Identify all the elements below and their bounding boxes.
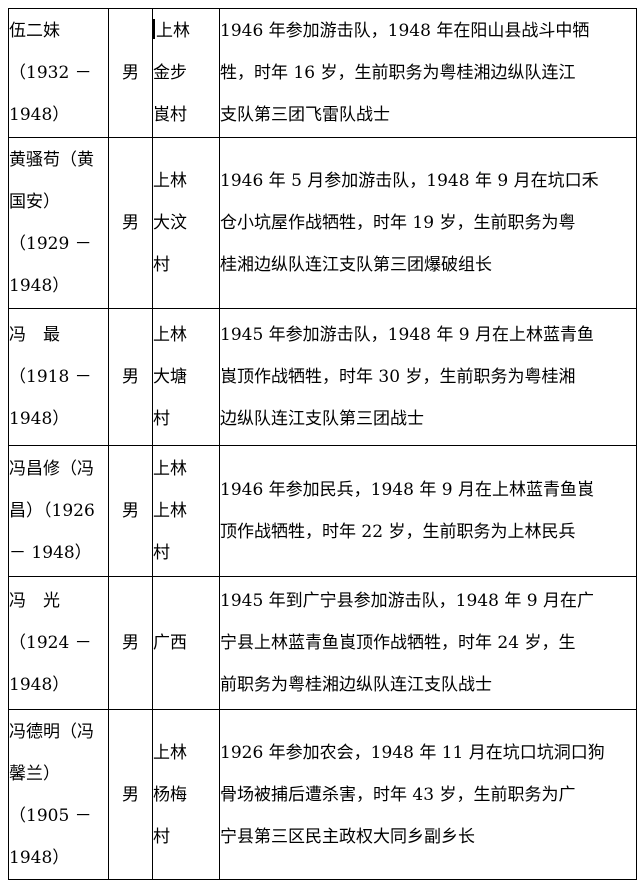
text-line: － 1948） xyxy=(9,543,92,563)
gender-cell[interactable]: 男 xyxy=(108,709,153,880)
gender-cell[interactable]: 男 xyxy=(108,576,153,710)
text-line: 大汶 xyxy=(153,213,188,233)
document-page: 伍二妹 （1932 － 1948）男上林 金步 崀村 1946 年参加游击队，1948 年… xyxy=(0,8,639,880)
text-line: 1948） xyxy=(9,276,70,296)
text-line: 上林 xyxy=(153,10,219,52)
martyrs-table: 伍二妹 （1932 － 1948）男上林 金步 崀村 1946 年参加游击队，1948 年… xyxy=(8,8,637,880)
gender-label: 男 xyxy=(122,213,139,233)
text-line: 仓小坑屋作战牺牲，时年 19 岁，生前职务为粤 xyxy=(220,213,576,233)
village-cell[interactable]: 上林 大汶村 xyxy=(152,137,220,309)
description-cell[interactable]: 1945 年到广宁县参加游击队，1948 年 9 月在广 宁县上林蓝青鱼崀顶作战牺… xyxy=(219,576,637,710)
table-row: 冯德明（冯 馨兰） （1905 － 1948）男上林 杨梅村 1926 年参加农会，194… xyxy=(8,709,637,880)
text-line: 上林 xyxy=(153,459,188,479)
text-line: 1948） xyxy=(9,105,70,125)
text-line: 1946 年参加游击队，1948 年在阳山县战斗中牺 xyxy=(220,21,590,41)
text-line: 崀顶作战牺牲，时年 30 岁，生前职务为粤桂湘 xyxy=(220,367,576,387)
text-line: 国安） xyxy=(9,192,61,212)
text-line: 村 xyxy=(153,826,171,847)
text-line-content: 上林 xyxy=(156,21,190,41)
description-cell[interactable]: 1926 年参加农会，1948 年 11 月在坑口坑洞口狗 骨场被捕后遭杀害，时年… xyxy=(219,709,637,880)
table-row: 伍二妹 （1932 － 1948）男上林 金步 崀村 1946 年参加游击队，1948 年… xyxy=(8,8,637,138)
text-line: （1924 － xyxy=(9,633,92,653)
text-line: 村 xyxy=(153,543,171,563)
text-line: 崀村 xyxy=(153,105,188,125)
text-line: 1945 年参加游击队，1948 年 9 月在上林蓝青鱼 xyxy=(220,325,594,345)
text-line: 1946 年 5 月参加游击队，1948 年 9 月在坑口禾 xyxy=(220,171,599,191)
text-line: 广西 xyxy=(153,633,188,653)
gender-cell[interactable]: 男 xyxy=(108,8,153,138)
name-cell[interactable]: 冯 光 （1924 － 1948） xyxy=(8,576,109,710)
village-cell[interactable]: 上林 杨梅村 xyxy=(152,709,220,880)
description-cell[interactable]: 1946 年参加民兵，1948 年 9 月在上林蓝青鱼崀 顶作战牺牲，时年 22 … xyxy=(219,445,637,577)
text-line: 冯德明（冯 xyxy=(9,721,95,742)
gender-label: 男 xyxy=(122,501,139,521)
text-line: 1926 年参加农会，1948 年 11 月在坑口坑洞口狗 xyxy=(220,742,605,763)
gender-cell[interactable]: 男 xyxy=(108,137,153,309)
text-line: 宁县第三区民主政权大同乡副乡长 xyxy=(220,826,476,847)
text-line: 冯 光 xyxy=(9,591,61,611)
text-line: 1948） xyxy=(9,409,70,429)
name-cell[interactable]: 冯德明（冯馨兰） （1905 － 1948） xyxy=(8,709,109,880)
text-line: （1918 － xyxy=(9,367,92,387)
text-line: 村 xyxy=(153,409,171,429)
text-line: 大塘 xyxy=(153,367,188,387)
table-row: 冯 光 （1924 － 1948） 男广西 1945 年到广宁县参加游击队，1948 年… xyxy=(8,576,637,710)
gender-label: 男 xyxy=(122,367,139,387)
text-line: 上林 xyxy=(153,742,188,763)
gender-label: 男 xyxy=(122,784,139,805)
text-line: 牲，时年 16 岁，生前职务为粤桂湘边纵队连江 xyxy=(220,63,576,83)
text-line: 支队第三团飞雷队战士 xyxy=(220,105,391,125)
text-line: 上林 xyxy=(153,501,188,521)
text-line: 昌）（1926 xyxy=(9,501,95,521)
village-cell[interactable]: 上林 大塘村 xyxy=(152,308,220,446)
text-line: 杨梅 xyxy=(153,784,188,805)
text-line: 前职务为粤桂湘边纵队连江支队战士 xyxy=(220,675,493,695)
village-cell[interactable]: 上林 金步 崀村 xyxy=(152,8,220,138)
text-line: 上林 xyxy=(153,325,188,345)
text-line: （1932 － xyxy=(9,63,92,83)
gender-label: 男 xyxy=(122,633,139,653)
name-cell[interactable]: 冯 最 （1918 － 1948） xyxy=(8,308,109,446)
text-line: 馨兰） xyxy=(9,763,61,784)
text-line: 1946 年参加民兵，1948 年 9 月在上林蓝青鱼崀 xyxy=(220,480,594,500)
description-cell[interactable]: 1946 年 5 月参加游击队，1948 年 9 月在坑口禾 仓小坑屋作战牺牲，时… xyxy=(219,137,637,309)
description-cell[interactable]: 1945 年参加游击队，1948 年 9 月在上林蓝青鱼 崀顶作战牺牲，时年 30… xyxy=(219,308,637,446)
gender-cell[interactable]: 男 xyxy=(108,445,153,577)
village-cell[interactable]: 广西 xyxy=(152,576,220,710)
name-cell[interactable]: 伍二妹 （1932 － 1948） xyxy=(8,8,109,138)
text-line: 1945 年到广宁县参加游击队，1948 年 9 月在广 xyxy=(220,591,594,611)
text-line: 金步 xyxy=(153,63,188,83)
text-line: 冯昌修（冯 xyxy=(9,459,95,479)
description-cell[interactable]: 1946 年参加游击队，1948 年在阳山县战斗中牺 牲，时年 16 岁，生前职务… xyxy=(219,8,637,138)
text-line: 宁县上林蓝青鱼崀顶作战牺牲，时年 24 岁，生 xyxy=(220,633,576,653)
text-line: 村 xyxy=(153,255,171,275)
text-line: 桂湘边纵队连江支队第三团爆破组长 xyxy=(220,255,493,275)
text-line: 1948） xyxy=(9,847,70,868)
text-line: 边纵队连江支队第三团战士 xyxy=(220,409,425,429)
table-row: 冯昌修（冯 昌）（1926 － 1948）男上林 上林村 1946 年参加民兵，1948… xyxy=(8,445,637,577)
table-row: 冯 最（1918 － 1948）男上林 大塘村 1945 年参加游击队，1948 年 … xyxy=(8,308,637,446)
text-line: （1929 － xyxy=(9,234,92,254)
table-body: 伍二妹 （1932 － 1948）男上林 金步 崀村 1946 年参加游击队，1948 年… xyxy=(8,8,637,880)
text-line: 上林 xyxy=(153,171,188,191)
text-line: 黄骚苟（黄 xyxy=(9,150,95,170)
gender-label: 男 xyxy=(122,63,139,83)
text-cursor xyxy=(153,19,155,39)
text-line: （1905 － xyxy=(9,805,92,826)
text-line: 顶作战牺牲，时年 22 岁，生前职务为上林民兵 xyxy=(220,522,576,542)
village-cell[interactable]: 上林 上林村 xyxy=(152,445,220,577)
text-line: 伍二妹 xyxy=(9,21,61,41)
gender-cell[interactable]: 男 xyxy=(108,308,153,446)
name-cell[interactable]: 冯昌修（冯昌）（1926 － 1948） xyxy=(8,445,109,577)
text-line: 骨场被捕后遭杀害，时年 43 岁，生前职务为广 xyxy=(220,784,576,805)
table-row: 黄骚苟（黄 国安） （1929 － 1948）男上林 大汶村 1946 年 5 月参加游击… xyxy=(8,137,637,309)
text-line: 冯 最 xyxy=(9,325,61,345)
text-line: 1948） xyxy=(9,675,70,695)
name-cell[interactable]: 黄骚苟（黄国安） （1929 － 1948） xyxy=(8,137,109,309)
